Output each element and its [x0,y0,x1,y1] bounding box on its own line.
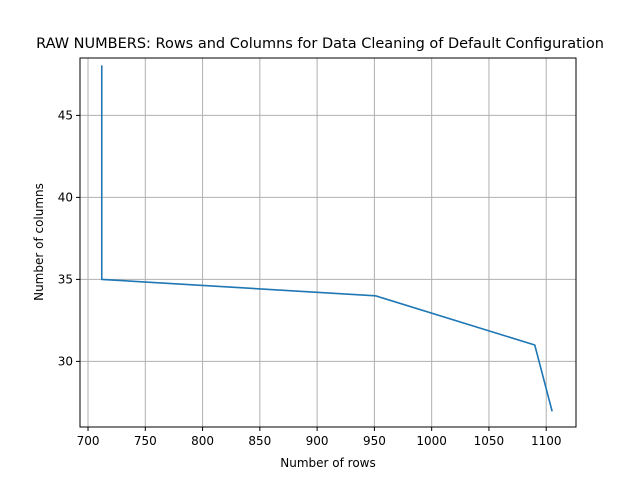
x-tick-label: 750 [134,434,157,448]
x-tick-label: 950 [363,434,386,448]
y-tick-label: 45 [58,108,73,122]
x-axis-ticks: 700 750 800 850 900 950 1000 1050 1100 [77,427,562,448]
series-layer [100,65,553,412]
chart-title: RAW NUMBERS: Rows and Columns for Data C… [36,36,604,52]
x-tick-label: 800 [191,434,214,448]
y-axis-ticks: 30 35 40 45 [58,108,80,368]
y-tick-label: 30 [58,354,73,368]
x-tick-label: 1000 [416,434,447,448]
x-tick-label: 1050 [474,434,505,448]
y-tick-label: 40 [58,190,73,204]
y-axis-label: Number of columns [32,183,46,301]
x-tick-label: 900 [306,434,329,448]
series-line-0 [100,65,553,412]
x-tick-label: 850 [248,434,271,448]
y-tick-label: 35 [58,272,73,286]
x-axis-label: Number of rows [280,456,375,470]
x-tick-label: 700 [77,434,100,448]
plot-frame [79,57,577,428]
grid [80,58,576,427]
x-tick-label: 1100 [531,434,562,448]
